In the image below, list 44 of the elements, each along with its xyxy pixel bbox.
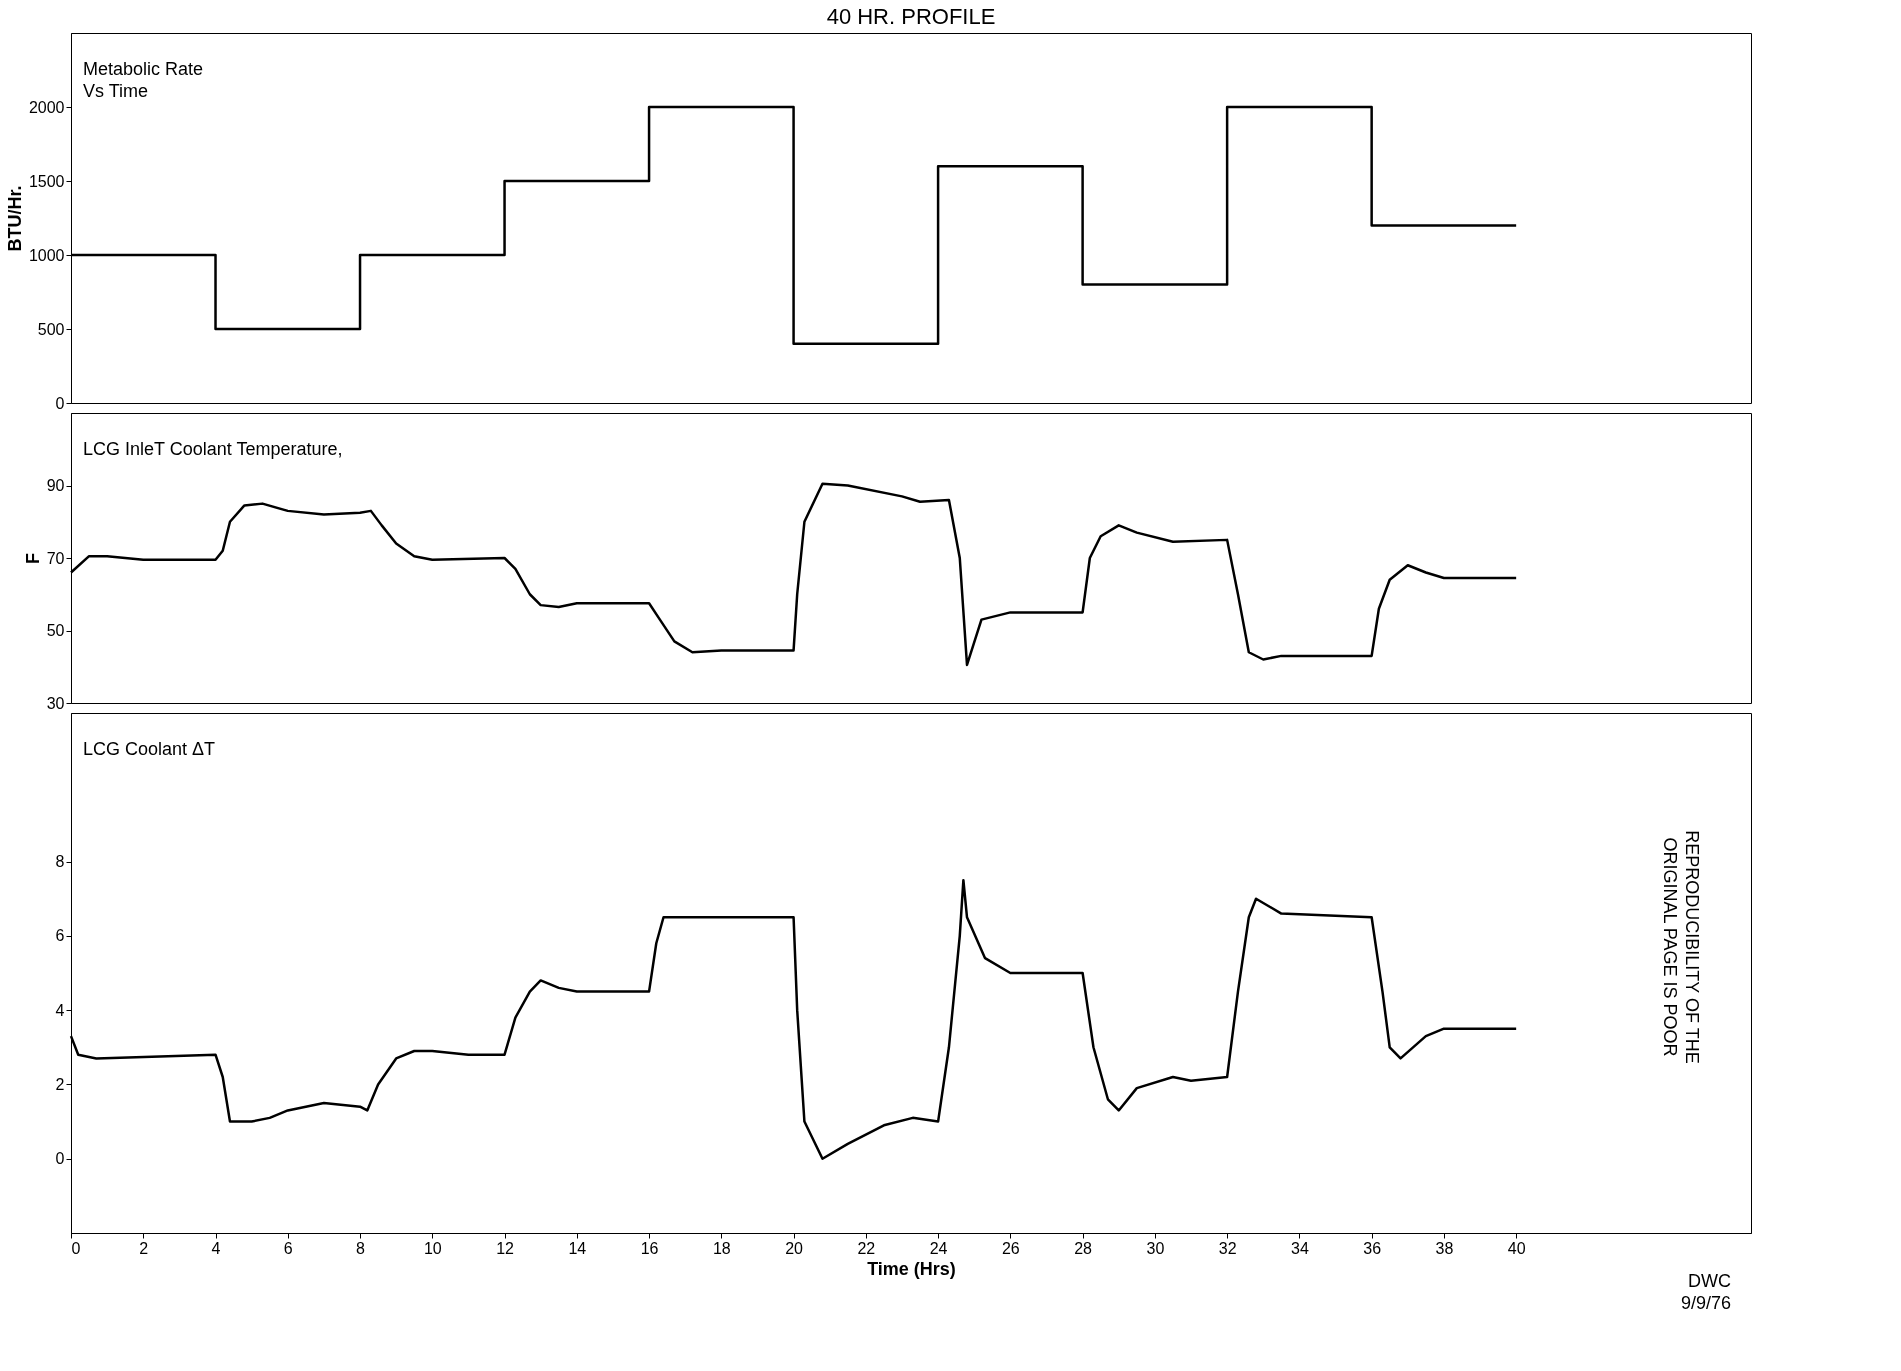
x-tick-label: 16	[640, 1239, 659, 1257]
y-tick-label: 4	[55, 1001, 65, 1019]
x-tick-label: 12	[496, 1239, 515, 1257]
y-tick-label: 50	[46, 622, 65, 639]
y-tick-label: 500	[37, 320, 65, 338]
y-tick-label: 0	[55, 394, 65, 412]
y-tick-label: 30	[46, 694, 65, 712]
y-tick-label: 70	[46, 549, 65, 567]
x-tick-label: 36	[1363, 1239, 1382, 1257]
annotation: Metabolic Rate Vs Time	[83, 59, 204, 101]
x-tick-label: 6	[283, 1239, 293, 1257]
chart-title: 40 HR. PROFILE	[826, 4, 996, 29]
x-tick-label: 26	[1001, 1239, 1020, 1257]
x-tick-label: 10	[423, 1239, 442, 1257]
x-tick-label: 28	[1074, 1239, 1093, 1257]
text: DWC 9/9/76	[1680, 1271, 1731, 1313]
y-tick-label: 90	[46, 477, 65, 494]
x-tick-label: 0	[71, 1239, 81, 1257]
y-tick-label: 2000	[28, 98, 65, 116]
annotation: REPRODUCIBILITY OF THE ORIGINAL PAGE IS POOR	[1660, 830, 1702, 1064]
y-tick-label: 2	[55, 1075, 65, 1093]
x-tick-label: 22	[857, 1239, 876, 1257]
x-tick-label: 40	[1507, 1239, 1526, 1257]
x-tick-label: 4	[211, 1239, 221, 1257]
y-axis-title: F	[22, 553, 43, 564]
annotation: LCG Coolant ΔT	[83, 739, 216, 759]
y-tick-label: 0	[55, 1150, 65, 1168]
x-axis-title: Time (Hrs)	[867, 1258, 956, 1279]
annotation: LCG InleT Coolant Temperature,	[83, 439, 343, 459]
x-tick-label: 34	[1290, 1239, 1309, 1257]
y-tick-label: 1000	[28, 246, 65, 264]
y-tick-label: 8	[55, 853, 65, 871]
x-tick-label: 20	[785, 1239, 804, 1257]
x-tick-label: 8	[356, 1239, 366, 1257]
y-tick-label: 6	[55, 927, 65, 945]
x-tick-label: 18	[712, 1239, 731, 1257]
x-tick-label: 30	[1146, 1239, 1165, 1257]
x-tick-label: 38	[1435, 1239, 1454, 1257]
x-tick-label: 32	[1218, 1239, 1237, 1257]
x-tick-label: 24	[929, 1239, 948, 1257]
x-tick-label: 2	[139, 1239, 149, 1257]
x-tick-label: 14	[568, 1239, 587, 1257]
y-axis-title: BTU/Hr.	[4, 185, 25, 252]
y-tick-label: 1500	[28, 172, 65, 190]
